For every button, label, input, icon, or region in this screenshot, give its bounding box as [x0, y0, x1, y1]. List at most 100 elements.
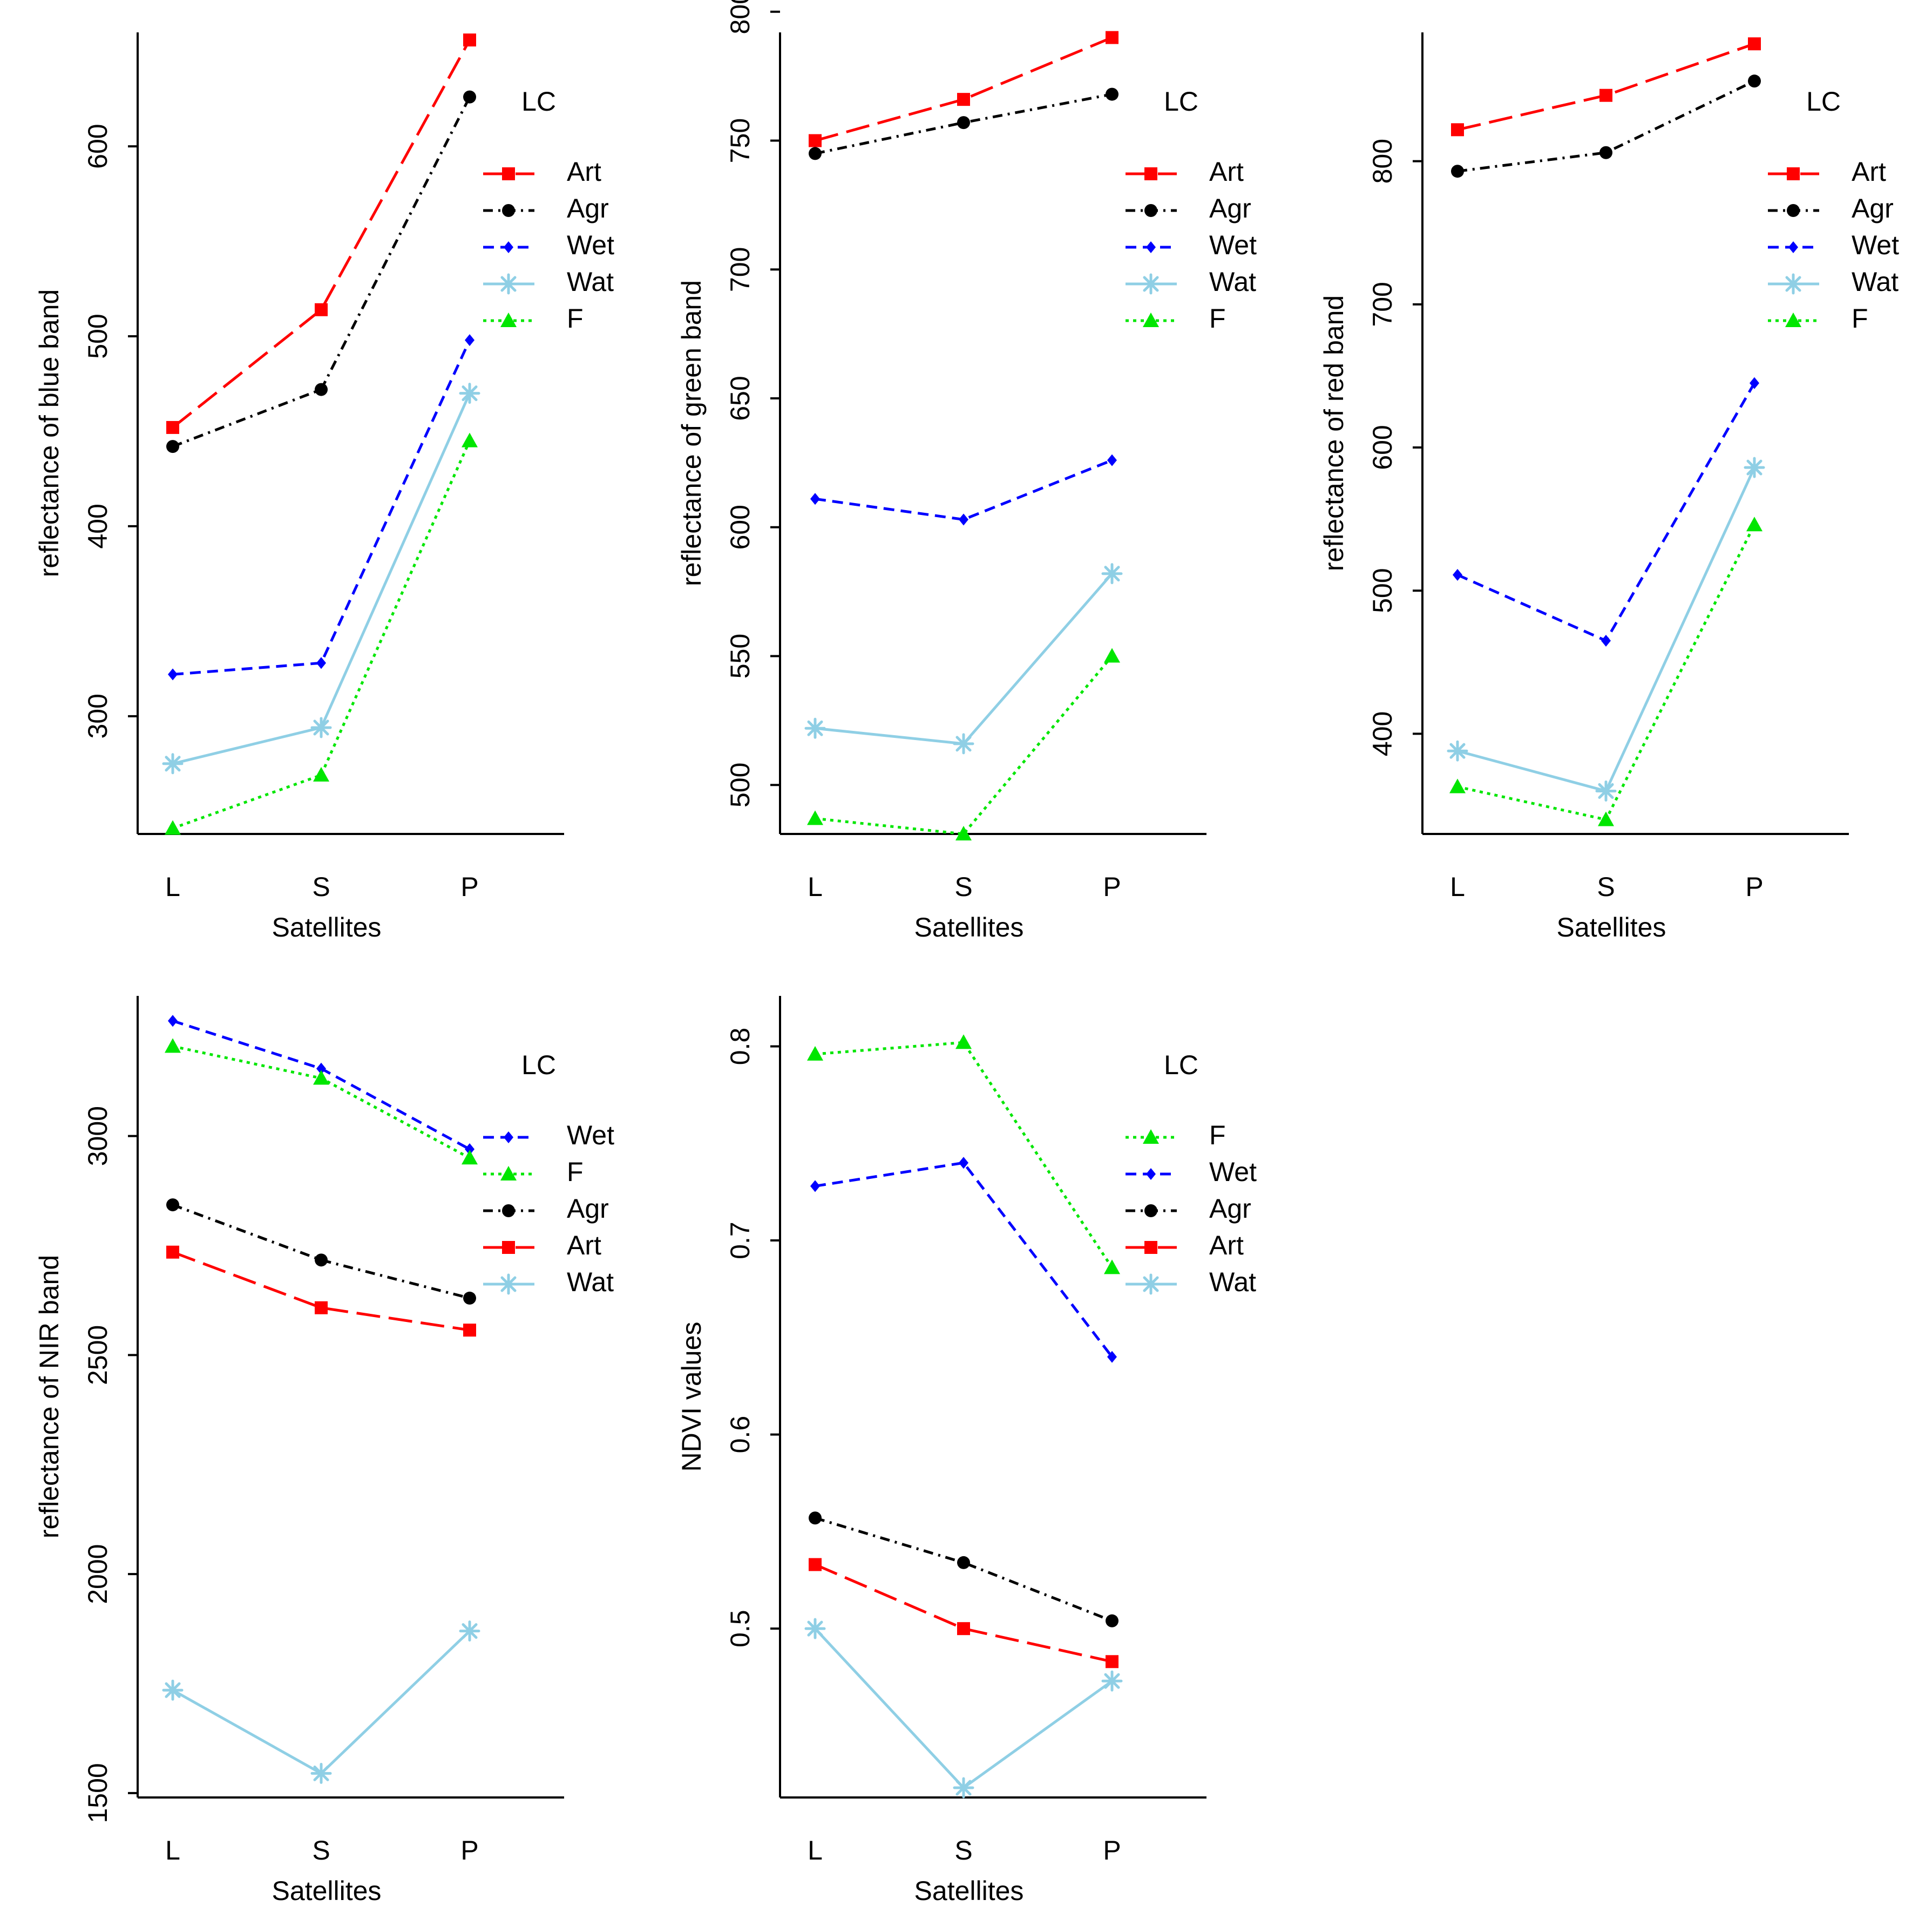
data-point-Art-L: [166, 1245, 179, 1259]
data-point-Wat-L: [1447, 740, 1468, 762]
legend-item-Wat: Wat: [483, 267, 614, 297]
legend-label-Wat: Wat: [567, 267, 614, 297]
data-point-F-P: [462, 432, 478, 447]
data-point-F-L: [1449, 778, 1466, 793]
data-point-Wet-S: [316, 657, 326, 669]
data-point-F-S: [955, 1034, 972, 1049]
series-Wat: [804, 563, 1123, 755]
legend-item-Art: Art: [1768, 157, 1886, 187]
legend-marker-Art: [1144, 1241, 1157, 1254]
x-axis-title: Satellites: [914, 912, 1024, 942]
y-tick-label: 600: [725, 505, 755, 549]
y-axis-title: reflectance of NIR band: [34, 1255, 64, 1538]
data-point-Wat-L: [162, 1679, 184, 1701]
x-axis-title: Satellites: [914, 1876, 1024, 1906]
data-point-Wat-L: [804, 1618, 826, 1639]
legend-marker-F: [500, 313, 517, 327]
data-point-Wet-P: [1107, 1351, 1117, 1363]
y-tick-label: 800: [1367, 139, 1398, 184]
data-point-Wet-S: [959, 1157, 968, 1169]
series-F: [1449, 517, 1762, 826]
data-point-Art-L: [1451, 123, 1464, 137]
legend-marker-Agr: [502, 1204, 515, 1217]
y-tick-label: 550: [725, 634, 755, 679]
legend-marker-Wet: [504, 241, 513, 253]
y-tick-label: 500: [1367, 568, 1398, 613]
data-point-Agr-P: [1748, 74, 1761, 88]
data-point-Wat-P: [1101, 1670, 1123, 1692]
legend-item-Art: Art: [483, 1230, 601, 1260]
x-tick-label-L: L: [808, 872, 823, 902]
series-line-Agr: [172, 1203, 470, 1300]
legend-marker-Art: [502, 167, 515, 180]
series-line-F: [815, 655, 1113, 836]
data-point-Art-S: [957, 93, 970, 106]
data-point-Art-S: [315, 303, 328, 316]
legend-label-F: F: [1209, 1120, 1226, 1150]
series-Wat: [162, 1620, 480, 1784]
legend-item-Wat: Wat: [1126, 267, 1256, 297]
legend: LC F Wet Agr Art Wat: [1126, 1050, 1257, 1297]
data-point-Wat-P: [459, 383, 480, 404]
series-F: [165, 432, 478, 835]
legend-item-Wat: Wat: [1768, 267, 1899, 297]
legend-marker-Wet: [504, 1131, 513, 1143]
series-Wat: [804, 1618, 1123, 1799]
series-F: [807, 648, 1120, 840]
data-point-Art-L: [809, 1558, 822, 1571]
data-point-Agr-L: [809, 147, 822, 160]
x-tick-label-L: L: [1450, 872, 1465, 902]
series-Agr: [809, 87, 1118, 160]
data-point-Wet-L: [168, 1015, 178, 1027]
series-Wet: [810, 1157, 1117, 1363]
charts-container: 300 400 500 600 L S P Satellites reflectance of …: [34, 0, 1899, 1906]
data-point-Wet-L: [810, 493, 820, 505]
x-tick-label-S: S: [954, 1835, 972, 1865]
legend-item-Wet: Wet: [1126, 1157, 1257, 1187]
legend-label-Art: Art: [567, 1230, 601, 1260]
chart-panel-blue: 300 400 500 600 L S P Satellites reflectance of …: [34, 32, 614, 942]
data-point-Wat-P: [1101, 563, 1123, 585]
legend-marker-Agr: [1144, 1204, 1157, 1217]
legend-item-Art: Art: [1126, 157, 1244, 187]
chart-panel-green: 500 550 600 650 700 750 800 L S P Satellites reflec…: [676, 0, 1257, 942]
y-tick-label: 700: [1367, 282, 1398, 327]
legend-marker-Wat: [498, 1273, 519, 1295]
legend-label-Agr: Agr: [1209, 1193, 1251, 1224]
series-Art: [166, 1245, 476, 1337]
legend-marker-F: [1785, 313, 1801, 327]
legend: LC Art Agr Wet Wat F: [1126, 86, 1257, 334]
series-Art: [809, 1558, 1118, 1668]
data-point-Art-S: [957, 1622, 970, 1636]
legend-item-Agr: Agr: [483, 1193, 609, 1224]
data-point-Wet-P: [1750, 377, 1759, 389]
data-point-F-S: [955, 826, 972, 840]
legend-marker-Agr: [1144, 204, 1157, 217]
y-tick-label: 750: [725, 118, 755, 163]
y-tick-label: 600: [1367, 425, 1398, 470]
x-tick-label-P: P: [460, 872, 478, 902]
y-tick-label: 3000: [83, 1106, 113, 1166]
legend-label-Wet: Wet: [1852, 230, 1899, 260]
series-line-Agr: [1457, 79, 1755, 173]
y-tick-label: 0.8: [725, 1028, 755, 1066]
data-point-Art-S: [1599, 89, 1612, 102]
legend-label-Art: Art: [567, 157, 601, 187]
x-axis-title: Satellites: [272, 912, 382, 942]
x-axis-title: Satellites: [1557, 912, 1666, 942]
y-tick-label: 700: [725, 247, 755, 292]
legend-marker-Wat: [1782, 273, 1804, 295]
legend-item-Wat: Wat: [1126, 1267, 1256, 1297]
legend-marker-Wet: [1788, 241, 1798, 253]
legend-item-Wet: Wet: [1768, 230, 1899, 260]
legend-label-Wet: Wet: [567, 230, 614, 260]
series-F: [807, 1034, 1120, 1274]
legend-item-F: F: [483, 1157, 584, 1187]
legend-item-Wat: Wat: [483, 1267, 614, 1297]
series-line-Art: [172, 1251, 470, 1332]
y-tick-label: 2000: [83, 1544, 113, 1604]
chart-panel-nir: 1500 2000 2500 3000 L S P Satellites reflectance…: [34, 996, 614, 1906]
data-point-Wet-L: [810, 1180, 820, 1192]
legend-item-Art: Art: [1126, 1230, 1244, 1260]
